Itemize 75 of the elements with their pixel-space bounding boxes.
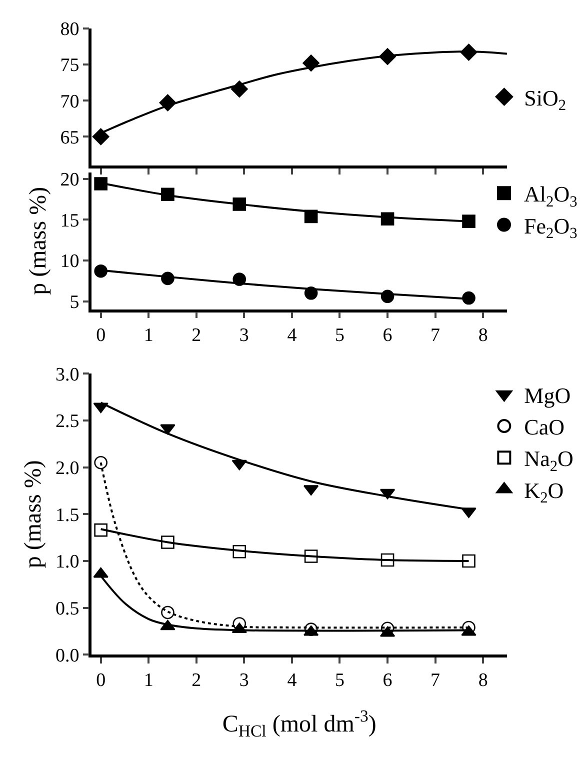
y-tick-label: 5 bbox=[70, 292, 80, 313]
y-axis-title: p (mass %) bbox=[25, 186, 52, 295]
x-tick-label: 0 bbox=[96, 325, 106, 346]
point bbox=[380, 553, 394, 567]
legend-label: SiO$_{2}$ bbox=[524, 85, 566, 114]
x-tick-label: 7 bbox=[430, 325, 440, 346]
x-tick-label: 4 bbox=[287, 670, 298, 692]
y-tick-label: 3.0 bbox=[55, 364, 80, 386]
point bbox=[232, 272, 246, 286]
point bbox=[161, 188, 174, 202]
y-tick-label: 20 bbox=[60, 170, 80, 191]
y-tick-label: 80 bbox=[60, 19, 80, 40]
point bbox=[93, 402, 108, 414]
point bbox=[161, 272, 174, 286]
y-tick-label: 2.0 bbox=[55, 458, 80, 479]
point bbox=[94, 456, 108, 470]
x-tick-label: 8 bbox=[478, 325, 488, 346]
x-tick-label: 3 bbox=[239, 325, 249, 346]
x-tick-label: 0 bbox=[96, 670, 106, 692]
legend-label: CaO bbox=[524, 414, 565, 440]
point bbox=[379, 48, 396, 66]
point bbox=[302, 54, 320, 72]
point bbox=[380, 290, 394, 304]
point bbox=[160, 424, 176, 435]
point bbox=[230, 80, 248, 98]
legend-label: MgO bbox=[524, 383, 571, 408]
point bbox=[93, 567, 108, 578]
y-tick-label: 10 bbox=[60, 251, 80, 272]
x-tick-label: 2 bbox=[192, 325, 202, 346]
point bbox=[304, 210, 318, 224]
y-tick-label: 1.5 bbox=[55, 504, 80, 526]
legend-label: Fe$_{2}$O$_{3}$ bbox=[524, 213, 578, 242]
y-axis-title: p (mass %) bbox=[20, 460, 47, 568]
legend-label: Al$_{2}$O$_{3}$ bbox=[524, 182, 578, 210]
x-tick-label: 6 bbox=[382, 325, 392, 346]
y-tick-label: 2.5 bbox=[55, 411, 80, 432]
point bbox=[92, 128, 110, 146]
x-tick-label: 8 bbox=[478, 670, 488, 692]
legend-label: K$_{2}$O bbox=[524, 478, 564, 506]
point bbox=[232, 198, 246, 211]
y-tick-label: 1.0 bbox=[55, 552, 80, 573]
x-tick-label: 2 bbox=[192, 670, 202, 692]
point bbox=[160, 620, 176, 630]
point bbox=[94, 264, 108, 278]
point bbox=[232, 544, 246, 558]
x-tick-label: 6 bbox=[382, 670, 392, 692]
y-tick-label: 0.5 bbox=[55, 598, 80, 620]
point bbox=[94, 523, 108, 537]
y-tick-label: 15 bbox=[60, 210, 80, 232]
point bbox=[460, 44, 478, 61]
point bbox=[304, 286, 318, 300]
x-tick-label: 5 bbox=[334, 670, 344, 692]
y-tick-label: 70 bbox=[60, 91, 80, 112]
x-tick-label: 3 bbox=[239, 670, 249, 692]
point bbox=[462, 291, 476, 305]
point bbox=[94, 177, 108, 190]
x-axis-title: C$_{HCl}$ (mol dm$^{-3}$) bbox=[222, 706, 376, 741]
x-tick-label: 4 bbox=[287, 325, 298, 346]
x-tick-label: 7 bbox=[430, 670, 440, 692]
point bbox=[380, 212, 394, 226]
point bbox=[304, 550, 318, 563]
point bbox=[462, 554, 476, 568]
point bbox=[161, 536, 174, 549]
y-tick-label: 65 bbox=[60, 127, 80, 148]
y-tick-label: 75 bbox=[60, 55, 80, 76]
x-tick-label: 1 bbox=[144, 670, 154, 692]
point bbox=[461, 625, 476, 636]
legend-label: Na$_{2}$O bbox=[524, 446, 574, 475]
y-tick-label: 0.0 bbox=[55, 645, 80, 666]
point bbox=[232, 460, 247, 470]
point bbox=[462, 214, 476, 228]
point bbox=[161, 606, 174, 620]
point bbox=[159, 94, 176, 112]
x-tick-label: 5 bbox=[334, 325, 344, 346]
x-tick-label: 1 bbox=[144, 325, 154, 346]
